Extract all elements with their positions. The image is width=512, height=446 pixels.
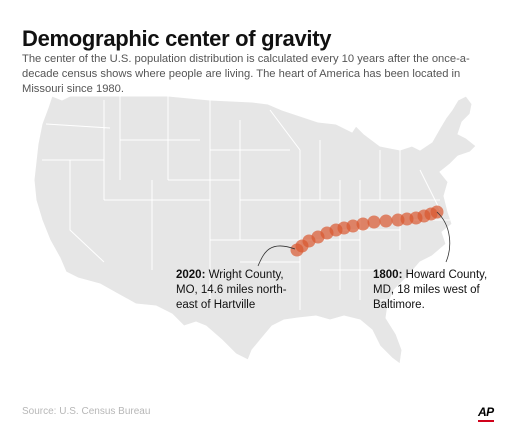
- population-center-marker: [356, 217, 370, 231]
- annotation-2020-line2: MO, 14.6 miles north-: [176, 284, 287, 296]
- us-outline: [33, 95, 477, 365]
- population-center-marker: [379, 214, 393, 228]
- annotation-2020: 2020: Wright County, MO, 14.6 miles nort…: [176, 268, 287, 313]
- annotation-1800-year: 1800:: [373, 269, 403, 281]
- annotation-1800-line2: MD, 18 miles west of: [373, 284, 480, 296]
- ap-logo: AP: [478, 405, 494, 419]
- state-borders: [42, 96, 450, 310]
- annotation-2020-line1: Wright County,: [208, 269, 284, 281]
- page-title: Demographic center of gravity: [22, 26, 332, 51]
- source-note: Source: U.S. Census Bureau: [22, 406, 151, 417]
- annotation-2020-year: 2020:: [176, 269, 206, 281]
- population-center-marker: [367, 215, 381, 229]
- annotation-1800-line1: Howard County,: [405, 269, 488, 281]
- ap-logo-underline: [478, 420, 494, 422]
- annotation-2020-line3: east of Hartville: [176, 299, 256, 311]
- leader-line-1800: [436, 211, 451, 263]
- page-subtitle: The center of the U.S. population distri…: [22, 53, 470, 95]
- population-center-marker: [290, 243, 304, 257]
- annotation-1800-line3: Baltimore.: [373, 299, 425, 311]
- annotation-1800: 1800: Howard County, MD, 18 miles west o…: [373, 268, 487, 313]
- leader-line-2020: [257, 245, 296, 267]
- population-center-marker: [391, 213, 405, 227]
